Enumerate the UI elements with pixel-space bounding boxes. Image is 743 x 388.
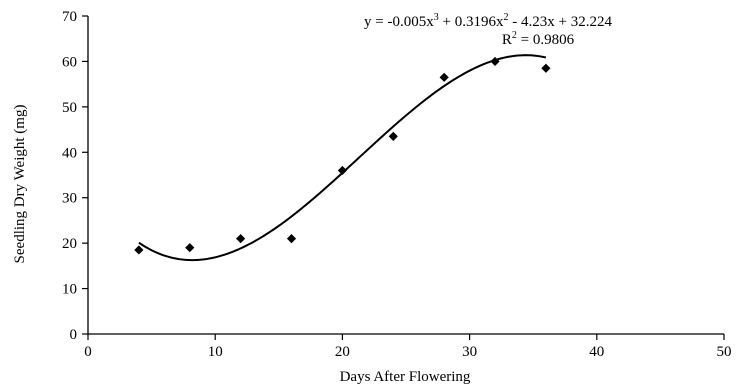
equation-part-3: - 4.23x + 32.224 xyxy=(508,14,612,30)
data-point xyxy=(185,243,195,253)
data-point xyxy=(388,131,398,141)
x-tick-label: 40 xyxy=(589,344,604,360)
data-point xyxy=(490,56,500,67)
r-squared-value: = 0.9806 xyxy=(517,32,575,48)
plot-area xyxy=(87,16,724,335)
x-tick-label: 50 xyxy=(717,344,732,360)
equation-part-1: y = -0.005x xyxy=(364,14,434,30)
y-tick-label: 40 xyxy=(62,145,77,161)
y-tick-label: 70 xyxy=(62,9,77,25)
trendline xyxy=(138,54,547,262)
x-tick-label: 30 xyxy=(462,344,477,360)
data-point xyxy=(337,165,347,176)
equation-part-2: + 0.3196x xyxy=(439,14,504,30)
trendline-equation: y = -0.005x3 + 0.3196x2 - 4.23x + 32.224 xyxy=(364,12,612,30)
y-tick-label: 0 xyxy=(70,327,78,343)
x-tick-labels: 0 10 20 30 40 50 xyxy=(84,334,732,360)
data-point xyxy=(541,63,551,73)
r-squared-prefix: R xyxy=(502,32,512,48)
y-axis-label: Seedling Dry Weight (mg) xyxy=(12,105,28,264)
y-tick-label: 30 xyxy=(62,191,77,207)
y-tick-label: 60 xyxy=(62,54,77,70)
data-point xyxy=(236,234,246,244)
data-point xyxy=(134,245,144,255)
x-tick-label: 10 xyxy=(208,344,223,360)
data-point xyxy=(439,72,449,82)
equation-exponent-3: 3 xyxy=(434,12,439,23)
y-tick-label: 10 xyxy=(62,282,77,298)
x-tick-label: 0 xyxy=(84,344,92,360)
y-tick-labels: 0 10 20 30 40 50 60 70 xyxy=(62,9,88,343)
r-squared-label: R2 = 0.9806 xyxy=(502,30,575,48)
y-tick-label: 20 xyxy=(62,236,77,252)
equation-exponent-2: 2 xyxy=(503,12,508,23)
x-axis-label: Days After Flowering xyxy=(340,369,471,385)
r-squared-exponent: 2 xyxy=(512,30,517,41)
y-tick-label: 50 xyxy=(62,100,77,116)
x-tick-label: 20 xyxy=(335,344,350,360)
data-point xyxy=(286,234,297,244)
